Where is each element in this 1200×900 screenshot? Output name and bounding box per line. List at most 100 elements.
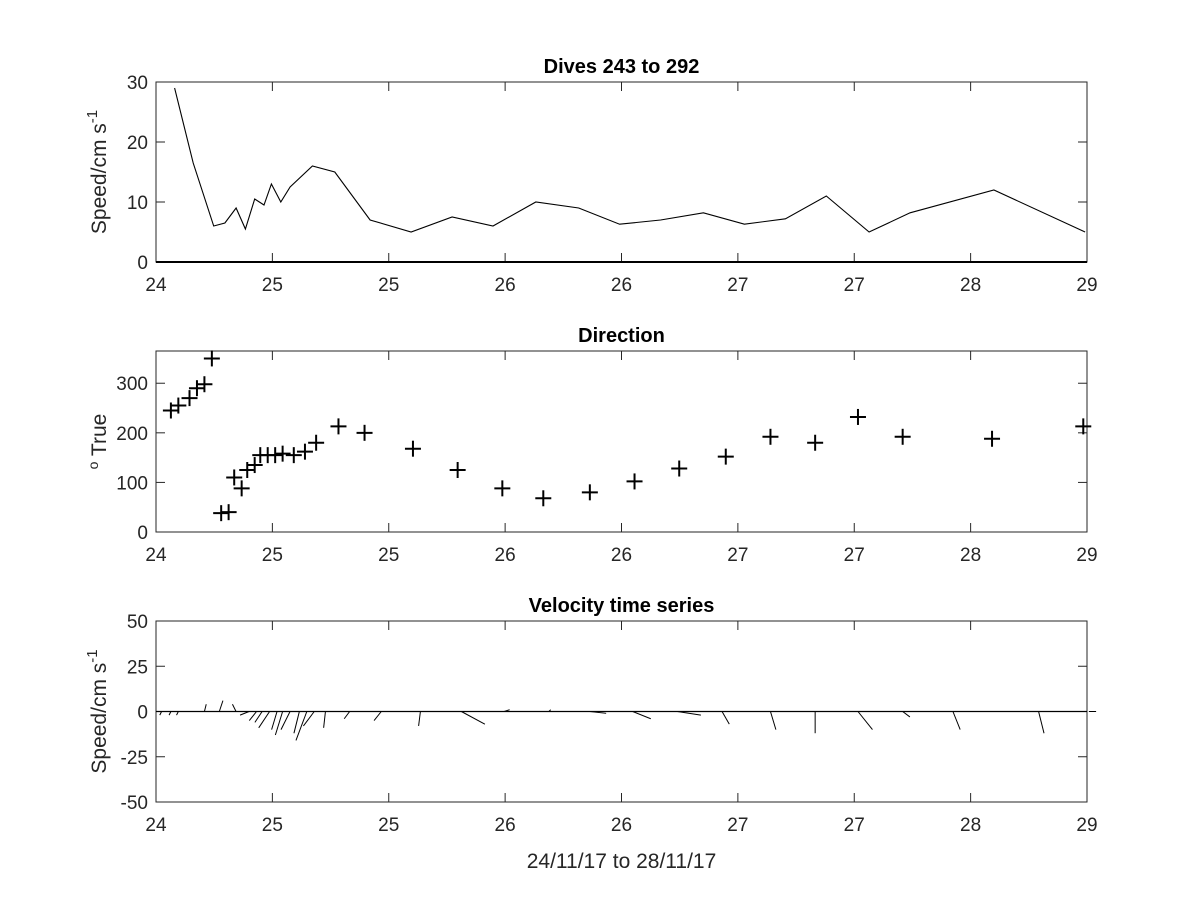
direction-point — [285, 447, 302, 464]
direction-point — [671, 460, 688, 477]
y-axis-label-text: Speed/cm s — [88, 663, 111, 774]
y-tick-label: 300 — [116, 374, 148, 395]
x-tick-label: 26 — [495, 275, 516, 296]
velocity-stick — [418, 711, 421, 727]
direction-point — [626, 473, 643, 490]
direction-point — [188, 380, 205, 397]
velocity-stick — [231, 704, 237, 712]
x-tick-label: 27 — [727, 545, 748, 566]
y-axis-label: Speed/cm s-1 — [84, 110, 111, 234]
velocity-stick — [274, 711, 284, 736]
velocity-stick — [218, 700, 224, 712]
y-tick-label: 200 — [116, 424, 148, 445]
chart-title: Velocity time series — [529, 595, 715, 617]
velocity-stick — [902, 711, 911, 718]
x-tick-label: 29 — [1076, 815, 1097, 836]
speed-line — [174, 87, 1086, 233]
direction-point — [762, 428, 779, 445]
velocity-stick — [168, 711, 172, 716]
x-tick-label: 25 — [378, 275, 399, 296]
direction-point — [246, 457, 263, 474]
direction-point — [274, 445, 291, 462]
x-tick-label: 25 — [378, 545, 399, 566]
direction-point — [181, 390, 198, 407]
direction-point — [404, 440, 421, 457]
x-tick-label: 28 — [960, 545, 981, 566]
x-tick-label: 25 — [262, 815, 283, 836]
velocity-stick — [271, 711, 278, 730]
direction-point — [226, 469, 243, 486]
velocity-stick — [343, 711, 351, 720]
velocity-stick — [248, 711, 257, 721]
chart-panel-2: 24 25 25 26 26 27 27 28 29 0 100 200 300 Direction o T… — [85, 325, 1098, 566]
velocity-stick — [677, 711, 701, 716]
x-tick-label: 24 — [145, 275, 167, 296]
direction-point — [494, 480, 511, 497]
y-tick-label: 0 — [137, 253, 148, 274]
velocity-stick — [504, 709, 510, 712]
direction-point — [308, 434, 325, 451]
direction-point — [535, 490, 552, 507]
y-axis-label-superscript: -1 — [84, 649, 101, 662]
x-tick-label: 29 — [1076, 545, 1097, 566]
direction-point — [220, 504, 237, 521]
direction-point — [717, 448, 734, 465]
velocity-stick — [857, 711, 873, 730]
y-tick-label: -50 — [121, 793, 148, 814]
x-tick-label: 27 — [844, 815, 865, 836]
velocity-stick — [303, 711, 315, 727]
velocity-stick — [159, 711, 163, 716]
y-tick-label: -25 — [121, 748, 148, 769]
x-tick-label: 27 — [727, 275, 748, 296]
x-tick-label: 25 — [378, 815, 399, 836]
velocity-stick — [373, 711, 382, 721]
y-axis-label-superscript: -1 — [84, 110, 101, 123]
chart-title: Dives 243 to 292 — [544, 56, 700, 78]
direction-point — [449, 462, 466, 479]
chart-panel-3: 24 25 25 26 26 27 27 28 29 -50 -25 0 25 50 Velocity ti… — [84, 595, 1098, 873]
x-tick-label: 27 — [727, 815, 748, 836]
x-tick-label: 26 — [495, 815, 516, 836]
y-axis-label: o True — [85, 414, 111, 470]
velocity-stick — [254, 711, 263, 723]
x-tick-label: 27 — [844, 545, 865, 566]
x-tick-label: 27 — [844, 275, 865, 296]
direction-point — [296, 443, 313, 460]
direction-point — [894, 428, 911, 445]
velocity-stick — [323, 711, 326, 728]
velocity-stick — [461, 711, 486, 725]
axes-box — [155, 350, 1088, 533]
y-tick-label: 50 — [127, 612, 148, 633]
x-tick-label: 26 — [495, 545, 516, 566]
y-axis-label-text: True — [88, 414, 111, 462]
velocity-stick — [280, 711, 291, 730]
direction-point — [849, 408, 866, 425]
x-tick-label: 28 — [960, 275, 981, 296]
velocity-stick — [952, 711, 961, 730]
x-tick-label: 26 — [611, 545, 632, 566]
velocity-stick — [769, 711, 777, 730]
x-tick-label: 24 — [145, 815, 167, 836]
x-axis-label: 24/11/17 to 28/11/17 — [527, 850, 717, 873]
velocity-stick — [176, 711, 179, 716]
velocity-stick — [293, 711, 300, 734]
direction-point — [233, 480, 250, 497]
y-tick-label: 100 — [116, 473, 148, 494]
direction-point — [581, 484, 598, 501]
velocity-stick — [1038, 711, 1045, 734]
x-tick-label: 24 — [145, 545, 167, 566]
y-tick-label: 0 — [137, 523, 148, 544]
velocity-stick — [548, 709, 552, 712]
velocity-stick — [632, 711, 651, 720]
velocity-stick — [721, 711, 730, 725]
x-tick-label: 25 — [262, 545, 283, 566]
y-tick-label: 10 — [127, 193, 148, 214]
x-tick-label: 28 — [960, 815, 981, 836]
y-tick-label: 20 — [127, 133, 148, 154]
chart-panel-1: 24 25 25 26 26 27 27 28 29 0 10 20 30 Dives 243 to 29… — [84, 56, 1098, 296]
direction-point — [984, 430, 1001, 447]
direction-point — [196, 376, 213, 393]
x-tick-label: 26 — [611, 815, 632, 836]
chart-title: Direction — [578, 325, 665, 347]
